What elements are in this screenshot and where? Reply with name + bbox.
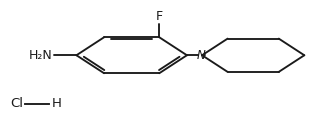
Text: H₂N: H₂N (29, 49, 53, 62)
Text: N: N (197, 49, 205, 62)
Text: H: H (51, 97, 61, 110)
Text: Cl: Cl (10, 97, 23, 110)
Text: F: F (156, 10, 163, 23)
